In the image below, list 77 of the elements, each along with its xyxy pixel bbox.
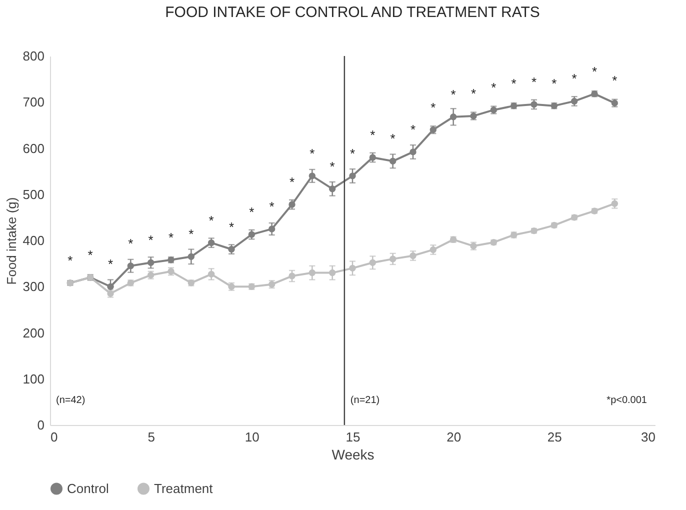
point: [389, 158, 396, 165]
point: [530, 101, 538, 108]
annotation: *: [470, 86, 476, 101]
point: [268, 226, 276, 232]
point: [288, 272, 296, 280]
annotation: *: [572, 71, 577, 86]
point: [248, 231, 256, 238]
annotation: *: [552, 76, 557, 91]
point: [389, 256, 396, 262]
annotation: *: [128, 236, 134, 251]
annotation: *: [148, 232, 154, 248]
point: [127, 262, 134, 270]
annotation: *: [269, 198, 274, 214]
annotation: *: [88, 247, 93, 262]
x-tick-label: 20: [446, 430, 462, 444]
annotation: *: [208, 212, 214, 228]
point: [450, 114, 457, 120]
annotation: (n=42): [56, 395, 86, 406]
annotation: *: [188, 226, 194, 242]
annotation: *: [228, 219, 234, 234]
annotation: *: [68, 252, 73, 268]
y-tick-label: 800: [22, 48, 44, 64]
annotation: (n=21): [350, 395, 380, 406]
point: [570, 98, 578, 105]
annotation: *: [390, 131, 396, 146]
annotation: *: [430, 100, 436, 115]
annotation: *: [531, 74, 537, 90]
x-tick-label: 10: [244, 430, 260, 444]
annotation: *: [511, 76, 516, 91]
x-tick-label: 30: [641, 430, 656, 444]
annotation: *: [450, 86, 456, 102]
y-tick-label: 0: [37, 418, 44, 432]
y-tick-label: 700: [22, 94, 44, 110]
point: [328, 269, 336, 276]
point: [611, 200, 618, 207]
x-tick-label: 0: [50, 430, 58, 444]
annotation: *: [410, 122, 416, 137]
annotation: *: [249, 204, 254, 220]
chart-title: FOOD INTAKE OF CONTROL AND TREATMENT RATS: [165, 4, 540, 21]
legend-label: Control: [67, 480, 110, 496]
point: [107, 283, 114, 290]
y-tick-label: 300: [22, 279, 44, 294]
legend-label: Treatment: [154, 480, 214, 496]
annotation: *: [168, 230, 174, 245]
annotation: *p<0.001: [606, 395, 648, 406]
annotation: *: [612, 73, 618, 88]
point: [328, 185, 336, 192]
annotation: *: [350, 146, 356, 161]
y-axis-title: Food intake (g): [4, 197, 19, 285]
y-tick-label: 600: [22, 140, 44, 156]
annotation: *: [289, 174, 295, 190]
point: [349, 264, 356, 272]
point: [288, 201, 296, 208]
x-tick-label: 25: [547, 430, 562, 444]
annotation: *: [330, 158, 335, 174]
y-tick-label: 100: [22, 371, 44, 386]
x-tick-label: 15: [346, 430, 360, 444]
annotation: *: [310, 146, 315, 161]
point: [308, 269, 316, 276]
y-tick-label: 200: [22, 325, 44, 340]
annotation: *: [592, 64, 598, 79]
annotation: *: [370, 127, 376, 142]
annotation: *: [108, 256, 114, 272]
point: [410, 148, 416, 156]
point: [208, 239, 215, 246]
point: [369, 154, 376, 161]
y-tick-label: 500: [22, 186, 44, 202]
y-tick-label: 400: [22, 233, 44, 248]
point: [349, 172, 356, 180]
point: [308, 172, 316, 180]
point: [208, 270, 215, 278]
x-tick-label: 5: [148, 430, 155, 444]
annotation: *: [491, 80, 496, 95]
point: [147, 259, 154, 266]
point: [369, 259, 376, 266]
x-axis-title: Weeks: [332, 446, 374, 462]
point: [188, 253, 195, 260]
